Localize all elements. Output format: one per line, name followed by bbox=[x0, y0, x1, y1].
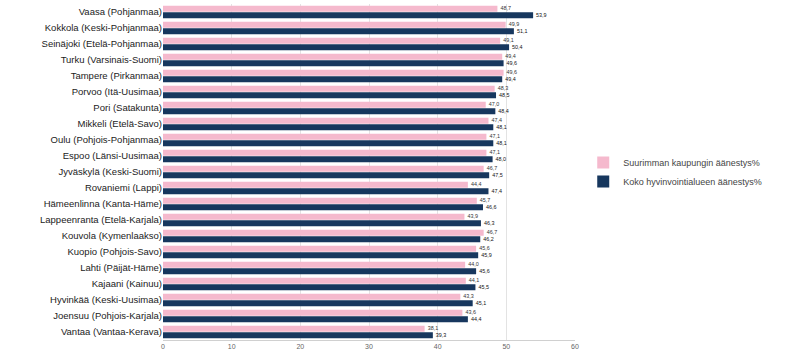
svg-text:Suurimman kaupungin äänestys%: Suurimman kaupungin äänestys% bbox=[623, 158, 760, 168]
svg-text:49,1: 49,1 bbox=[503, 37, 514, 43]
svg-text:Mikkeli (Etelä-Savo): Mikkeli (Etelä-Savo) bbox=[78, 118, 162, 129]
svg-text:48,1: 48,1 bbox=[496, 140, 507, 146]
svg-text:Hämeenlinna (Kanta-Häme): Hämeenlinna (Kanta-Häme) bbox=[44, 198, 162, 209]
svg-text:47,4: 47,4 bbox=[491, 117, 502, 123]
svg-text:46,7: 46,7 bbox=[487, 165, 498, 171]
svg-text:Vaasa (Pohjanmaa): Vaasa (Pohjanmaa) bbox=[79, 6, 162, 17]
svg-text:48,0: 48,0 bbox=[496, 156, 507, 162]
svg-text:Jyväskylä (Keski-Suomi): Jyväskylä (Keski-Suomi) bbox=[59, 166, 162, 177]
svg-text:49,6: 49,6 bbox=[507, 69, 517, 75]
svg-text:47,4: 47,4 bbox=[491, 188, 502, 194]
svg-text:47,1: 47,1 bbox=[489, 133, 500, 139]
svg-text:45,6: 45,6 bbox=[479, 245, 490, 251]
svg-text:47,0: 47,0 bbox=[489, 101, 500, 107]
svg-text:Tampere (Pirkanmaa): Tampere (Pirkanmaa) bbox=[71, 70, 162, 81]
svg-text:44,1: 44,1 bbox=[469, 277, 480, 283]
svg-text:53,9: 53,9 bbox=[536, 12, 547, 18]
svg-text:51,1: 51,1 bbox=[517, 28, 528, 34]
svg-text:Koko hyvinvointialueen äänesty: Koko hyvinvointialueen äänestys% bbox=[623, 177, 762, 187]
svg-text:48,5: 48,5 bbox=[499, 92, 510, 98]
svg-text:60: 60 bbox=[571, 343, 579, 350]
svg-text:Lahti (Päijät-Häme): Lahti (Päijät-Häme) bbox=[80, 262, 162, 273]
svg-text:Kokkola (Keski-Pohjanmaa): Kokkola (Keski-Pohjanmaa) bbox=[45, 22, 162, 33]
svg-text:30: 30 bbox=[365, 343, 373, 350]
svg-text:Hyvinkää (Keski-Uusimaa): Hyvinkää (Keski-Uusimaa) bbox=[50, 294, 162, 305]
svg-text:49,6: 49,6 bbox=[507, 60, 517, 66]
svg-text:47,5: 47,5 bbox=[492, 172, 503, 178]
svg-text:38,1: 38,1 bbox=[428, 325, 439, 331]
svg-text:45,9: 45,9 bbox=[481, 252, 492, 258]
svg-text:46,3: 46,3 bbox=[484, 220, 495, 226]
svg-text:Oulu (Pohjois-Pohjanmaa): Oulu (Pohjois-Pohjanmaa) bbox=[51, 134, 162, 145]
svg-text:Turku (Varsinais-Suomi): Turku (Varsinais-Suomi) bbox=[61, 54, 162, 65]
svg-text:Porvoo (Itä-Uusimaa): Porvoo (Itä-Uusimaa) bbox=[72, 86, 162, 97]
svg-text:Kajaani (Kainuu): Kajaani (Kainuu) bbox=[92, 278, 162, 289]
svg-text:Pori (Satakunta): Pori (Satakunta) bbox=[93, 102, 162, 113]
svg-text:48,1: 48,1 bbox=[496, 124, 507, 130]
svg-text:Espoo (Länsi-Uusimaa): Espoo (Länsi-Uusimaa) bbox=[63, 150, 162, 161]
svg-text:44,0: 44,0 bbox=[468, 261, 479, 267]
svg-text:48,4: 48,4 bbox=[498, 108, 509, 114]
svg-text:Lappeenranta (Etelä-Karjala): Lappeenranta (Etelä-Karjala) bbox=[40, 214, 162, 225]
svg-text:10: 10 bbox=[228, 343, 236, 350]
svg-text:40: 40 bbox=[434, 343, 442, 350]
svg-text:43,9: 43,9 bbox=[467, 213, 478, 219]
svg-text:Kouvola (Kymenlaakso): Kouvola (Kymenlaakso) bbox=[62, 230, 162, 241]
svg-text:49,4: 49,4 bbox=[505, 76, 515, 82]
svg-text:48,7: 48,7 bbox=[500, 5, 511, 11]
svg-text:46,7: 46,7 bbox=[487, 229, 498, 235]
svg-text:45,5: 45,5 bbox=[478, 284, 489, 290]
svg-text:Seinäjoki (Etelä-Pohjanmaa): Seinäjoki (Etelä-Pohjanmaa) bbox=[42, 38, 162, 49]
svg-text:50,4: 50,4 bbox=[512, 44, 523, 50]
svg-text:49,9: 49,9 bbox=[509, 21, 520, 27]
svg-text:46,6: 46,6 bbox=[486, 204, 497, 210]
svg-text:Vantaa (Vantaa-Kerava): Vantaa (Vantaa-Kerava) bbox=[61, 326, 162, 337]
svg-text:46,2: 46,2 bbox=[483, 236, 494, 242]
svg-text:45,1: 45,1 bbox=[476, 300, 487, 306]
svg-text:0: 0 bbox=[161, 343, 165, 350]
svg-text:50: 50 bbox=[502, 343, 510, 350]
svg-text:47,1: 47,1 bbox=[489, 149, 500, 155]
svg-text:Joensuu (Pohjois-Karjala): Joensuu (Pohjois-Karjala) bbox=[53, 310, 162, 321]
svg-text:Kuopio (Pohjois-Savo): Kuopio (Pohjois-Savo) bbox=[67, 246, 162, 257]
svg-text:39,3: 39,3 bbox=[436, 332, 447, 338]
svg-text:48,3: 48,3 bbox=[498, 85, 509, 91]
svg-text:20: 20 bbox=[296, 343, 304, 350]
svg-text:45,6: 45,6 bbox=[479, 268, 490, 274]
svg-text:45,7: 45,7 bbox=[480, 197, 491, 203]
svg-text:43,6: 43,6 bbox=[465, 309, 476, 315]
svg-text:Rovaniemi (Lappi): Rovaniemi (Lappi) bbox=[85, 182, 162, 193]
svg-text:44,4: 44,4 bbox=[471, 181, 482, 187]
svg-text:44,4: 44,4 bbox=[471, 316, 482, 322]
svg-text:43,3: 43,3 bbox=[463, 293, 474, 299]
svg-text:49,4: 49,4 bbox=[505, 53, 515, 59]
